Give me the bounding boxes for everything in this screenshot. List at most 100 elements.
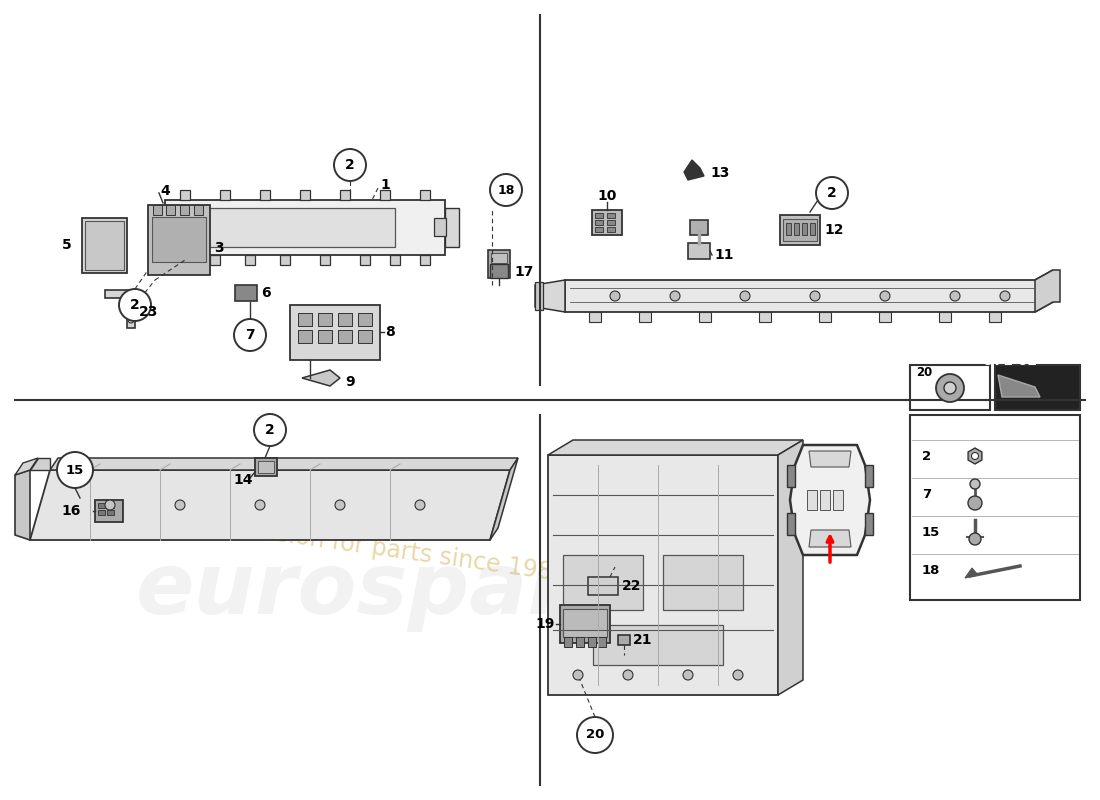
Bar [810, 223, 815, 235]
Bar [446, 208, 459, 247]
Bar [639, 312, 651, 322]
Bar [107, 510, 114, 515]
Circle shape [810, 291, 820, 301]
Text: 14: 14 [233, 473, 253, 487]
Text: 20: 20 [916, 366, 933, 379]
Circle shape [733, 670, 742, 680]
Circle shape [234, 319, 266, 351]
Bar [180, 190, 190, 200]
Text: eurosparts: eurosparts [136, 549, 663, 631]
Circle shape [490, 174, 522, 206]
Text: 15: 15 [922, 526, 940, 538]
Circle shape [623, 670, 632, 680]
Polygon shape [968, 448, 982, 464]
Bar [152, 217, 206, 262]
Circle shape [670, 291, 680, 301]
Bar [107, 503, 114, 508]
Circle shape [969, 533, 981, 545]
Text: 2: 2 [922, 450, 931, 462]
Text: a passion for parts since 1985: a passion for parts since 1985 [211, 514, 569, 586]
Bar [490, 264, 508, 278]
Bar [564, 637, 572, 647]
Polygon shape [535, 280, 565, 312]
Polygon shape [30, 470, 510, 540]
Bar [85, 221, 124, 270]
Text: 4: 4 [160, 184, 169, 198]
Text: 12: 12 [824, 223, 844, 237]
Bar [379, 190, 390, 200]
Text: 17: 17 [514, 265, 534, 279]
Bar [535, 282, 543, 310]
Polygon shape [165, 200, 446, 255]
Polygon shape [548, 455, 778, 695]
Bar [338, 330, 352, 343]
Bar [390, 255, 400, 265]
Text: 2: 2 [265, 423, 275, 437]
Polygon shape [490, 458, 518, 540]
Polygon shape [998, 375, 1040, 397]
Text: 10: 10 [597, 189, 616, 203]
Text: 18: 18 [497, 183, 515, 197]
Text: 5: 5 [63, 238, 72, 252]
Bar [180, 205, 189, 215]
Bar [491, 253, 507, 263]
Bar [95, 500, 123, 522]
Bar [245, 255, 255, 265]
Bar [865, 465, 873, 487]
Polygon shape [684, 160, 704, 180]
Polygon shape [30, 458, 50, 470]
Circle shape [573, 670, 583, 680]
Bar [588, 577, 618, 595]
Circle shape [740, 291, 750, 301]
Bar [210, 255, 220, 265]
Text: 18: 18 [922, 563, 940, 577]
Circle shape [968, 496, 982, 510]
Circle shape [610, 291, 620, 301]
Bar [607, 213, 615, 218]
Text: 6: 6 [261, 286, 271, 300]
Bar [560, 605, 610, 643]
Bar [879, 312, 891, 322]
Bar [598, 637, 606, 647]
Polygon shape [965, 568, 978, 578]
Bar [318, 313, 332, 326]
Bar [820, 490, 830, 510]
Bar [595, 220, 603, 225]
Bar [98, 503, 104, 508]
Circle shape [128, 317, 134, 323]
Circle shape [254, 414, 286, 446]
Bar [258, 461, 274, 473]
Bar [98, 510, 104, 515]
Circle shape [970, 479, 980, 489]
Text: 15: 15 [66, 463, 84, 477]
Circle shape [415, 500, 425, 510]
Circle shape [950, 291, 960, 301]
Circle shape [119, 289, 151, 321]
Polygon shape [302, 370, 340, 386]
Circle shape [936, 374, 964, 402]
Text: 9: 9 [345, 375, 354, 389]
Bar [180, 255, 190, 265]
Text: 19: 19 [536, 617, 556, 631]
Bar [783, 219, 817, 241]
Bar [220, 190, 230, 200]
Bar [298, 313, 312, 326]
Text: 20: 20 [586, 729, 604, 742]
Text: 8: 8 [385, 325, 395, 339]
Circle shape [104, 500, 116, 510]
Bar [153, 205, 162, 215]
Text: 2: 2 [827, 186, 837, 200]
Bar [318, 330, 332, 343]
Bar [786, 465, 795, 487]
Bar [910, 415, 1080, 600]
Bar [607, 220, 615, 225]
Bar [194, 205, 204, 215]
Bar [989, 312, 1001, 322]
Bar [82, 218, 126, 273]
Circle shape [175, 500, 185, 510]
Bar [420, 190, 430, 200]
Polygon shape [15, 470, 30, 540]
Bar [563, 555, 644, 610]
Text: 971 02: 971 02 [983, 354, 1037, 368]
Bar [595, 213, 603, 218]
